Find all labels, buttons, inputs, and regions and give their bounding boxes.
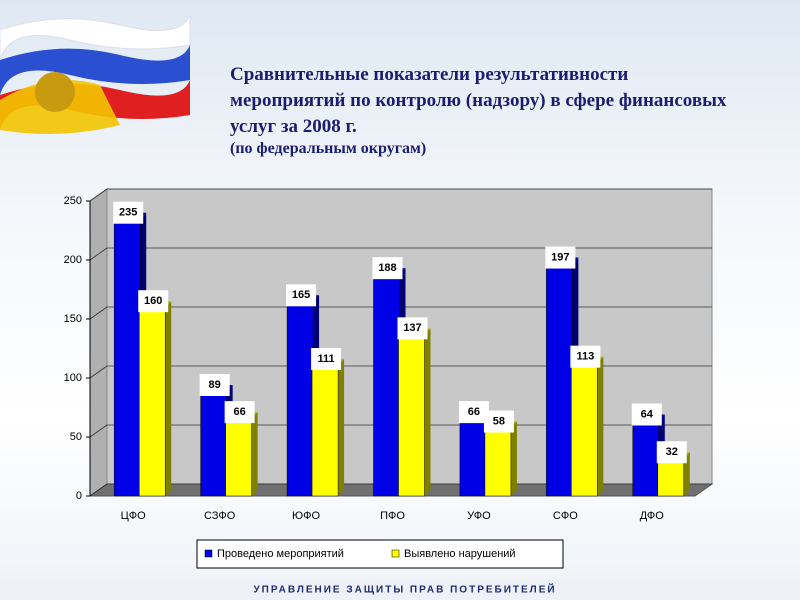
value-label: 66 <box>468 406 480 418</box>
bar-side <box>510 421 517 496</box>
value-label: 89 <box>209 379 221 391</box>
chart-subtitle: (по федеральным округам) <box>230 140 427 157</box>
value-label: 160 <box>144 295 162 307</box>
value-label: 137 <box>403 322 421 334</box>
grid-line <box>89 424 108 438</box>
y-tick-label: 250 <box>64 195 82 207</box>
y-tick-label: 150 <box>64 313 82 325</box>
bar <box>113 218 141 497</box>
legend-box <box>196 539 564 569</box>
bar <box>311 364 339 497</box>
x-tick-label: ЮФО <box>292 510 320 522</box>
grid-line <box>89 247 108 261</box>
value-label-box <box>458 401 489 424</box>
value-label: 66 <box>234 406 246 418</box>
x-tick-label: ПФО <box>380 510 405 522</box>
x-tick-label: ЦФО <box>121 510 147 522</box>
value-label-box <box>311 348 342 371</box>
grid-line <box>89 306 108 320</box>
chart-title: Сравнительные показатели результативност… <box>230 64 727 137</box>
value-label: 235 <box>119 207 137 219</box>
bar <box>138 306 166 497</box>
x-tick-label: СЗФО <box>204 510 236 522</box>
legend-label: Проведено мероприятий <box>217 548 344 560</box>
bar-side <box>165 301 172 496</box>
value-label: 32 <box>666 446 678 458</box>
bar <box>286 301 314 497</box>
value-label-box <box>397 317 428 340</box>
x-tick-label: СФО <box>553 510 578 522</box>
value-label-box <box>372 257 403 280</box>
bar <box>657 457 685 497</box>
value-label-box <box>199 373 230 396</box>
value-label: 197 <box>551 251 569 263</box>
value-label: 58 <box>493 415 505 427</box>
value-label-box <box>656 441 687 464</box>
bar-side <box>424 328 431 496</box>
value-label: 64 <box>641 408 654 420</box>
flag <box>0 14 191 134</box>
value-label-box <box>286 284 317 307</box>
bar-side <box>338 359 345 496</box>
value-label: 111 <box>318 353 335 365</box>
bar <box>459 417 487 497</box>
bar <box>398 334 425 497</box>
bar <box>373 273 400 497</box>
value-label-box <box>545 246 576 269</box>
value-label-box <box>224 401 255 424</box>
legend-swatch <box>391 549 400 558</box>
bar-side <box>597 356 604 496</box>
legend-swatch <box>204 549 213 558</box>
grid-line <box>89 365 108 379</box>
x-tick-label: ДФО <box>640 510 665 522</box>
bar <box>200 390 227 497</box>
y-tick-label: 200 <box>64 254 82 266</box>
legend-label: Выявлено нарушений <box>404 548 516 560</box>
footer-band <box>0 580 800 600</box>
grid-line <box>89 188 108 202</box>
value-label-box <box>113 201 144 224</box>
value-label-box <box>138 290 169 313</box>
value-label: 113 <box>576 351 594 363</box>
bar-side <box>251 412 258 496</box>
side-wall <box>89 188 108 497</box>
value-label-box <box>570 345 601 368</box>
value-label: 188 <box>378 262 396 274</box>
bar <box>571 362 598 497</box>
bar <box>484 427 512 497</box>
value-label-box <box>631 403 662 426</box>
bar <box>632 420 660 497</box>
bar <box>546 263 573 497</box>
y-tick-label: 100 <box>64 372 82 384</box>
footer: УПРАВЛЕНИЕ ЗАЩИТЫ ПРАВ ПОТРЕБИТЕЛЕЙ <box>253 583 556 596</box>
x-tick-label: УФО <box>467 510 491 522</box>
value-label-box <box>483 410 514 433</box>
bar <box>225 417 252 497</box>
y-tick-label: 50 <box>70 431 82 443</box>
y-tick-label: 0 <box>76 490 82 502</box>
value-label: 165 <box>292 289 310 301</box>
grid-line <box>89 483 108 497</box>
